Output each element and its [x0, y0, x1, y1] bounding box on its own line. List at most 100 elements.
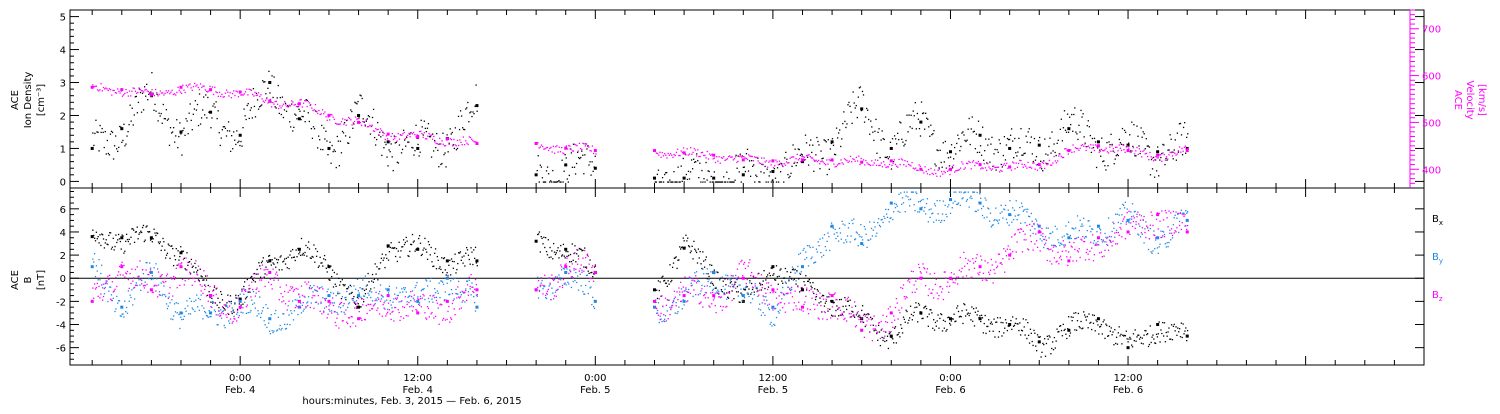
density-point — [209, 111, 210, 112]
by-point — [258, 313, 259, 314]
by-point — [358, 290, 359, 291]
bx-point — [900, 324, 901, 325]
bz-point — [307, 305, 308, 306]
y-tick-label-left: 2 — [60, 111, 66, 122]
density-point — [786, 159, 787, 160]
by-point — [205, 312, 206, 313]
density-point — [947, 152, 948, 153]
velocity-point — [138, 87, 139, 88]
density-point — [475, 84, 476, 85]
bx-point — [702, 251, 703, 252]
density-point — [457, 148, 458, 149]
bx-point — [815, 299, 816, 300]
bx-point — [932, 328, 933, 329]
velocity-point — [952, 166, 953, 167]
by-point — [327, 289, 328, 290]
density-point — [1071, 114, 1072, 115]
bz-point — [453, 300, 454, 301]
density-point — [736, 168, 737, 169]
density-point — [901, 139, 902, 140]
bz-point — [98, 286, 99, 287]
bz-point — [260, 268, 261, 269]
velocity-point — [553, 146, 554, 147]
by-point — [223, 310, 224, 311]
by-point — [1010, 215, 1011, 216]
velocity-point — [889, 164, 890, 165]
bx-point — [224, 309, 225, 310]
velocity-point — [1059, 153, 1060, 154]
density-point — [350, 109, 351, 110]
bz-point — [132, 281, 133, 282]
velocity-point — [1122, 144, 1123, 145]
bx-point — [280, 255, 281, 256]
density-point — [704, 181, 705, 182]
density-point — [820, 150, 821, 151]
velocity-point — [1056, 162, 1057, 163]
by-point — [921, 200, 922, 201]
by-point — [234, 302, 235, 303]
bx-point — [1063, 324, 1064, 325]
by-point — [1064, 235, 1065, 236]
velocity-point — [170, 92, 171, 93]
bz-point — [551, 274, 552, 275]
velocity-point — [816, 160, 817, 161]
density-point — [537, 170, 538, 171]
density-point — [424, 121, 425, 122]
bx-point — [777, 276, 778, 277]
by-point — [1115, 214, 1116, 215]
bx-point — [130, 237, 131, 238]
velocity-point — [992, 168, 993, 169]
bx-point — [1086, 319, 1087, 320]
velocity-point — [845, 159, 846, 160]
bx-point — [152, 241, 153, 242]
velocity-point — [1018, 163, 1019, 164]
bx-point — [335, 286, 336, 287]
bz-point — [585, 257, 586, 258]
bz-point — [150, 269, 151, 270]
velocity-point — [471, 139, 472, 140]
by-point — [184, 316, 185, 317]
bx-point — [1084, 314, 1085, 315]
density-point — [988, 139, 989, 140]
bx-point — [582, 250, 583, 251]
velocity-point — [913, 168, 914, 169]
by-point — [288, 314, 289, 315]
bz-point — [543, 285, 544, 286]
bx-point — [879, 331, 880, 332]
density-point — [343, 132, 344, 133]
bx-point — [219, 302, 220, 303]
bx-point — [311, 258, 312, 259]
by-point — [694, 272, 695, 273]
bx-point — [289, 254, 290, 255]
by-point — [1152, 250, 1153, 251]
density-point — [777, 167, 778, 168]
density-point — [380, 136, 381, 137]
density-point — [662, 177, 663, 178]
by-point — [865, 228, 866, 229]
bx-point — [408, 256, 409, 257]
velocity-point — [858, 155, 859, 156]
density-point — [754, 181, 755, 182]
density-point — [1029, 128, 1030, 129]
velocity-point — [131, 91, 132, 92]
by-point — [265, 304, 266, 305]
bx-point — [1000, 317, 1001, 318]
density-point — [681, 165, 682, 166]
velocity-point — [137, 92, 138, 93]
bx-point — [1007, 330, 1008, 331]
by-point — [449, 294, 450, 295]
velocity-point — [763, 157, 764, 158]
bx-point — [383, 257, 384, 258]
by-point — [770, 324, 771, 325]
density-point — [535, 173, 538, 176]
density-point — [1082, 113, 1083, 114]
bx-point — [1156, 334, 1157, 335]
bx-point — [192, 267, 193, 268]
density-point — [1030, 142, 1031, 143]
velocity-point — [475, 141, 476, 142]
by-point — [552, 292, 553, 293]
by-point — [148, 278, 149, 279]
bx-point — [709, 264, 710, 265]
by-point — [381, 298, 382, 299]
density-point — [1177, 133, 1178, 134]
